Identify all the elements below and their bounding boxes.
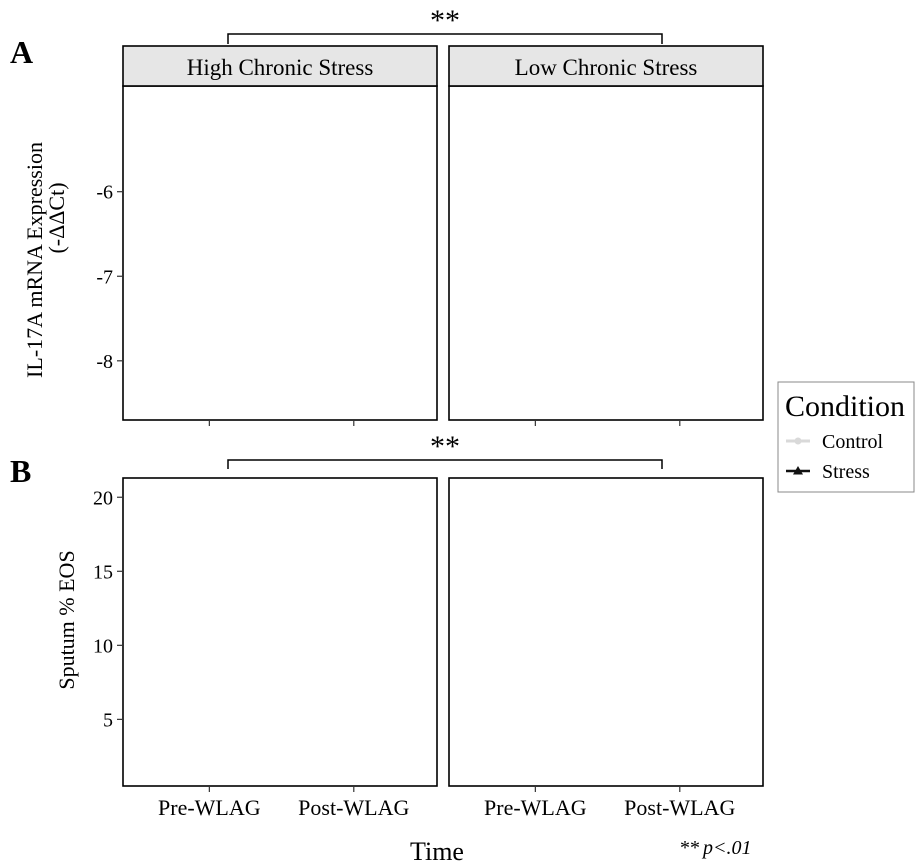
- y-axis-title-b: Sputum % EOS: [54, 550, 79, 689]
- panel-a-facet-1: High Chronic Stress -8 -7 -6: [96, 45, 438, 426]
- panel-border: [448, 85, 764, 421]
- x-tick-label: Pre-WLAG: [484, 795, 587, 820]
- static-layer: A B ** ** IL-17A mRNA Expression (-ΔΔCt)…: [10, 4, 915, 866]
- panel-letter-b: B: [10, 453, 31, 489]
- panel-b-facet-1: Pre-WLAG Post-WLAG 5 10 15 20: [93, 477, 438, 820]
- x-tick-label: Pre-WLAG: [158, 795, 261, 820]
- panel-border: [122, 85, 438, 421]
- y-tick-label: 10: [93, 635, 113, 657]
- y-axis-title-a-line1: IL-17A mRNA Expression: [22, 142, 47, 378]
- facet-strip: [448, 45, 764, 87]
- facet-strip-label: Low Chronic Stress: [515, 55, 698, 80]
- significance-stars-a: **: [430, 4, 460, 37]
- panel-border: [448, 477, 764, 787]
- panel-a-facet-2: Low Chronic Stress: [448, 45, 764, 426]
- legend-control-marker: [794, 437, 802, 445]
- y-tick-label: 5: [103, 709, 113, 731]
- y-axis-title-a-line2: (-ΔΔCt): [44, 182, 69, 253]
- y-tick-label: -8: [96, 351, 113, 373]
- panel-b-facet-2: Pre-WLAG Post-WLAG: [448, 477, 764, 820]
- legend-stress-label: Stress: [822, 461, 870, 483]
- plot-layer: High Chronic Stress -8 -7 -6 Low Chronic Str…: [93, 45, 764, 820]
- y-tick-label: -6: [96, 182, 113, 204]
- legend-stress-marker: [793, 466, 803, 475]
- panel-letter-a: A: [10, 34, 33, 70]
- legend-title: Condition: [785, 390, 905, 423]
- legend: Condition Control Stress: [777, 381, 915, 493]
- x-tick-label: Post-WLAG: [298, 795, 409, 820]
- significance-stars-b: **: [430, 430, 460, 463]
- significance-bracket-a: [227, 33, 663, 44]
- footnote-text: p<.01: [701, 837, 752, 859]
- panel-border: [122, 477, 438, 787]
- y-tick-label: 15: [93, 561, 113, 583]
- y-tick-label: 20: [93, 487, 113, 509]
- facet-strip-label: High Chronic Stress: [187, 55, 374, 80]
- x-axis-title: Time: [410, 837, 464, 866]
- facet-strip: [122, 45, 438, 87]
- y-tick-label: -7: [96, 266, 113, 288]
- footnote: ** p<.01: [680, 837, 752, 859]
- significance-bracket-b: [227, 459, 663, 469]
- legend-control-label: Control: [822, 431, 884, 453]
- footnote-stars: **: [680, 837, 700, 859]
- x-tick-label: Post-WLAG: [624, 795, 735, 820]
